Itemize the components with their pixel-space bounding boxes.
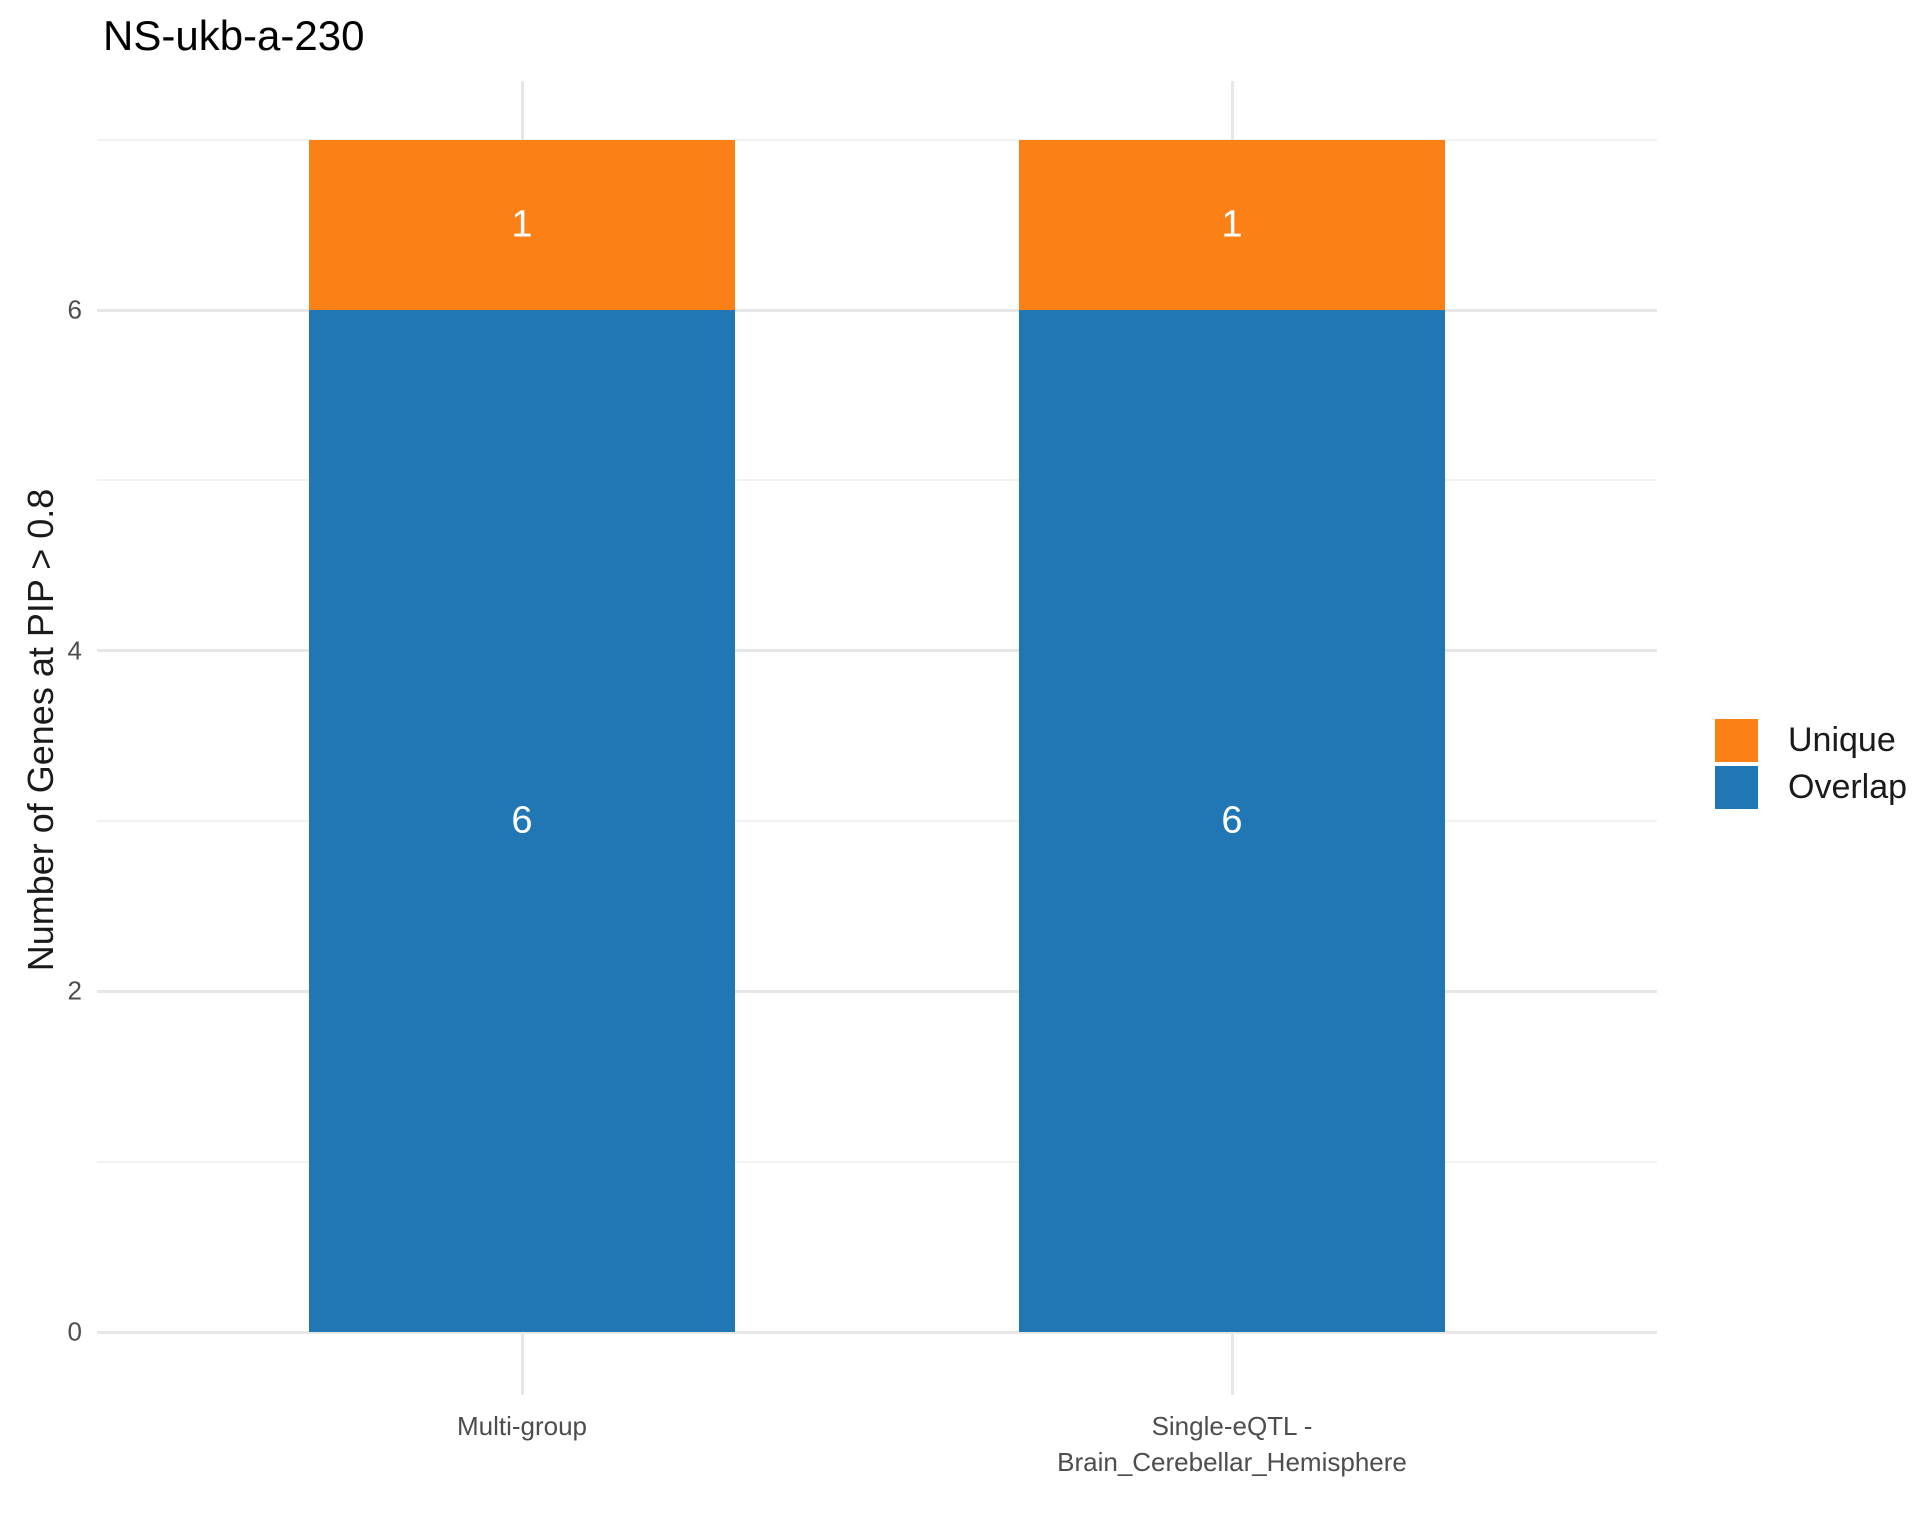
plot-panel: 6 1 6 1: [97, 81, 1657, 1395]
legend-swatch-overlap: [1715, 766, 1758, 809]
legend: Unique Overlap: [1715, 719, 1907, 813]
y-tick-label: 2: [67, 975, 82, 1006]
bar-value-label: 6: [1221, 799, 1243, 842]
y-axis-title: Number of Genes at PIP > 0.8: [20, 488, 61, 972]
bar-segment-unique: [1019, 139, 1445, 311]
major-gridline: [97, 308, 1657, 312]
legend-label-overlap: Overlap: [1788, 768, 1908, 806]
legend-swatch-unique: [1715, 719, 1758, 762]
legend-item-unique: Unique: [1715, 719, 1907, 762]
major-gridline: [97, 989, 1657, 993]
minor-gridline: [97, 138, 1657, 141]
y-tick-label: 6: [67, 294, 82, 325]
y-tick-label: 0: [67, 1316, 82, 1347]
chart-title: NS-ukb-a-230: [103, 12, 365, 59]
major-gridline: [97, 1330, 1657, 1334]
bar-value-label: 1: [511, 203, 533, 246]
x-category-label: Single-eQTL - Brain_Cerebellar_Hemispher…: [1057, 1411, 1407, 1477]
bar-segment-overlap: [309, 310, 735, 1332]
minor-gridline: [97, 479, 1657, 482]
x-category-label: Multi-group: [456, 1411, 588, 1441]
legend-item-overlap: Overlap: [1715, 766, 1907, 809]
bar-segment-overlap: [1019, 310, 1445, 1332]
bar-value-label: 1: [1221, 203, 1243, 246]
major-gridline: [97, 649, 1657, 653]
legend-label-unique: Unique: [1788, 721, 1896, 759]
minor-gridline: [97, 1160, 1657, 1163]
bar-segment-unique: [309, 139, 735, 311]
y-tick-label: 4: [67, 635, 82, 666]
bar-value-label: 6: [511, 799, 533, 842]
minor-gridline: [97, 820, 1657, 822]
